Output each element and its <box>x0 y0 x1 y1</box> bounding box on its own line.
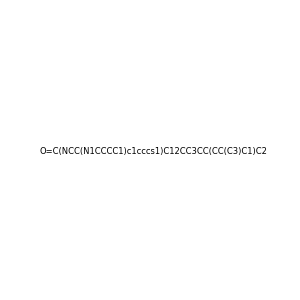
Text: O=C(NCC(N1CCCC1)c1cccs1)C12CC3CC(CC(C3)C1)C2: O=C(NCC(N1CCCC1)c1cccs1)C12CC3CC(CC(C3)C… <box>40 147 268 156</box>
